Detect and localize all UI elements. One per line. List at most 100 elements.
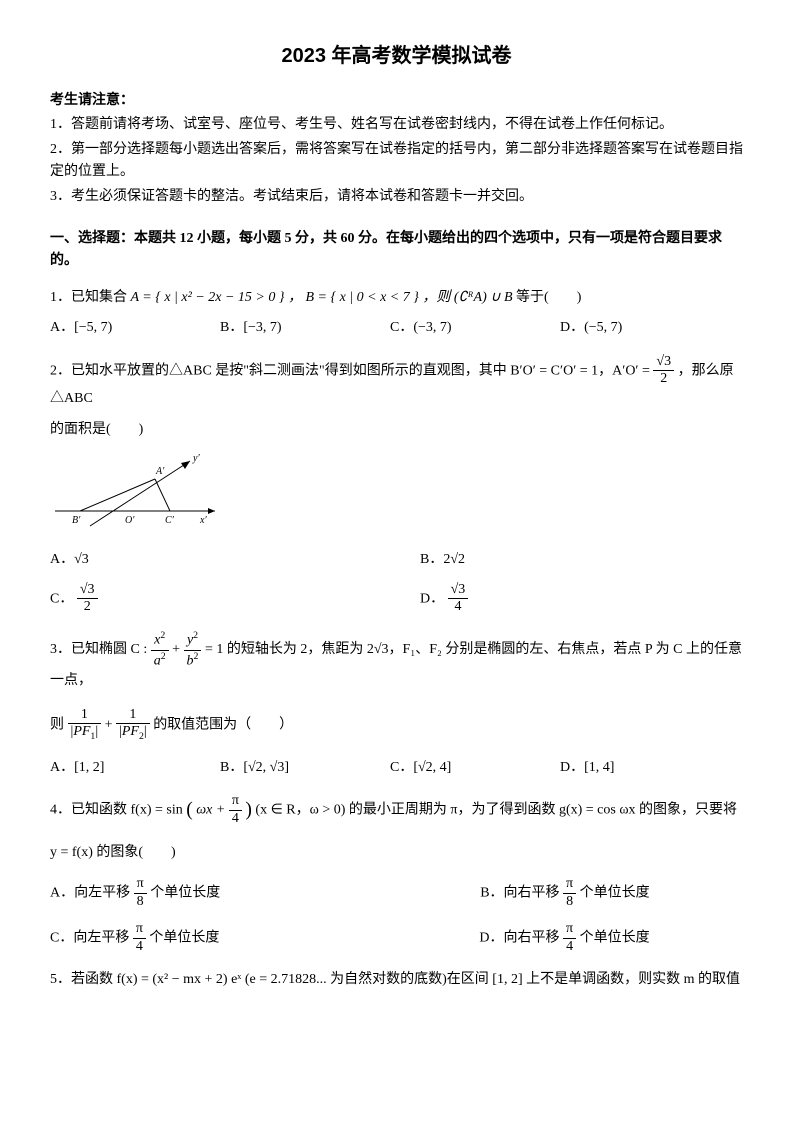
q3-pf2: 1 |PF2| (116, 707, 150, 743)
q4-optC-num: π (133, 921, 146, 939)
q2-optB: B．2√2 (420, 549, 530, 571)
q1-suffix: 等于( ) (516, 290, 581, 305)
q3-frac2-num: y2 (184, 630, 202, 650)
label-C: C′ (165, 515, 175, 526)
q2-optC: C． √3 2 (50, 582, 160, 617)
q3-pf1-den: |PF1| (68, 724, 102, 743)
q2-frac: √3 2 (653, 354, 674, 389)
q3-plus2: + (105, 717, 116, 732)
q2-optD-num: √3 (448, 582, 469, 600)
q3-frac2: y2 b2 (184, 630, 202, 670)
q3-frac1: x2 a2 (151, 630, 169, 670)
q2-optC-prefix: C． (50, 591, 73, 606)
q4-optA-prefix: A．向左平移 (50, 886, 134, 901)
question-4: 4．已知函数 f(x) = sin ( ωx + π 4 ) (x ∈ R，ω … (50, 793, 743, 955)
question-2: 2．已知水平放置的△ABC 是按"斜二测画法"得到如图所示的直观图，其中 B′O… (50, 354, 743, 617)
q3-optC: C．[√2, 4] (390, 757, 500, 779)
q4-opts-row2: C．向左平移 π4 个单位长度 D．向右平移 π4 个单位长度 (50, 921, 743, 956)
q4-arg: ωx + (196, 803, 229, 818)
q4-optC-den: 4 (133, 939, 146, 956)
q4-rparen: ) (245, 800, 252, 821)
q3-plus: + (172, 642, 183, 657)
q2-figure: A′ y′ B′ O′ C′ x′ (50, 451, 743, 539)
notice-item-1: 1．答题前请将考场、试室号、座位号、考生号、姓名写在试卷密封线内，不得在试卷上作… (50, 114, 743, 136)
q4-prefix: 4．已知函数 f(x) = sin (50, 803, 183, 818)
q1-options: A．[−5, 7) B．[−3, 7) C．(−3, 7) D．(−5, 7) (50, 317, 743, 339)
q3-pf2-den: |PF2| (116, 724, 150, 743)
q4-optB-prefix: B．向右平移 (480, 886, 563, 901)
q4-text: 4．已知函数 f(x) = sin ( ωx + π 4 ) (x ∈ R，ω … (50, 793, 743, 828)
q3-pf1-num: 1 (68, 707, 102, 725)
q4-optD-suffix: 个单位长度 (580, 930, 650, 945)
q2-frac-num: √3 (653, 354, 674, 372)
q2-optC-den: 2 (77, 599, 98, 616)
q3-options: A．[1, 2] B．[√2, √3] C．[√2, 4] D．[1, 4] (50, 757, 743, 779)
q4-mid: (x ∈ R，ω > 0) 的最小正周期为 π，为了得到函数 g(x) = co… (255, 803, 737, 818)
q3-text: 3．已知椭圆 C : x2 a2 + y2 b2 = 1 的短轴长为 2，焦距为… (50, 630, 743, 692)
q4-optB-suffix: 个单位长度 (580, 886, 650, 901)
q5-text: 5．若函数 f(x) = (x² − mx + 2) eˣ (e = 2.718… (50, 969, 743, 991)
q4-optA-num: π (134, 876, 147, 894)
q2-optD-den: 4 (448, 599, 469, 616)
question-1: 1．已知集合 A = { x | x² − 2x − 15 > 0 } ， B … (50, 287, 743, 340)
q3-line2: 则 1 |PF1| + 1 |PF2| 的取值范围为（ ） (50, 707, 743, 743)
q4-optB: B．向右平移 π8 个单位长度 (480, 876, 649, 911)
label-y: y′ (192, 453, 200, 464)
q1-setA: A = { x | x² − 2x − 15 > 0 } ， (131, 290, 302, 305)
label-A: A′ (155, 466, 165, 477)
q3-line2-suffix: 的取值范围为（ ） (153, 717, 293, 732)
q4-optD-den: 4 (563, 939, 576, 956)
q3-frac1-den: a2 (151, 651, 169, 670)
q4-optC-suffix: 个单位长度 (149, 930, 219, 945)
q2-line2: 的面积是( ) (50, 419, 743, 441)
q3-pf1: 1 |PF1| (68, 707, 102, 743)
q2-optD: D． √3 4 (420, 582, 530, 617)
q3-frac2-den: b2 (184, 651, 202, 670)
q1-optD: D．(−5, 7) (560, 317, 670, 339)
q4-lparen: ( (186, 800, 193, 821)
q2-opts-row2: C． √3 2 D． √3 4 (50, 582, 743, 617)
q4-arg-num: π (229, 793, 242, 811)
question-5: 5．若函数 f(x) = (x² − mx + 2) eˣ (e = 2.718… (50, 969, 743, 991)
q4-line2: y = f(x) 的图象( ) (50, 842, 743, 864)
q4-optA-suffix: 个单位长度 (150, 886, 220, 901)
label-O: O′ (125, 515, 135, 526)
q4-optB-num: π (563, 876, 576, 894)
q4-arg-den: 4 (229, 811, 242, 828)
q3-optB: B．[√2, √3] (220, 757, 330, 779)
q1-text: 1．已知集合 A = { x | x² − 2x − 15 > 0 } ， B … (50, 287, 743, 309)
q4-optD-prefix: D．向右平移 (479, 930, 563, 945)
q1-expr: (∁ᴿA) ∪ B (454, 290, 513, 305)
notice-block: 考生请注意： 1．答题前请将考场、试室号、座位号、考生号、姓名写在试卷密封线内，… (50, 90, 743, 208)
q2-optA: A．√3 (50, 549, 160, 571)
label-B: B′ (72, 515, 81, 526)
q2-text: 2．已知水平放置的△ABC 是按"斜二测画法"得到如图所示的直观图，其中 B′O… (50, 354, 743, 411)
q1-setB: B = { x | 0 < x < 7 } ，则 (305, 290, 453, 305)
q4-arg-frac: π 4 (229, 793, 242, 828)
q2-optC-num: √3 (77, 582, 98, 600)
oblique-figure-svg: A′ y′ B′ O′ C′ x′ (50, 451, 220, 531)
q4-optD-num: π (563, 921, 576, 939)
notice-item-3: 3．考生必须保证答题卡的整洁。考试结束后，请将本试卷和答题卡一并交回。 (50, 186, 743, 208)
q4-optA: A．向左平移 π8 个单位长度 (50, 876, 220, 911)
q1-optB: B．[−3, 7) (220, 317, 330, 339)
q4-opts-row1: A．向左平移 π8 个单位长度 B．向右平移 π8 个单位长度 (50, 876, 743, 911)
q4-optD: D．向右平移 π4 个单位长度 (479, 921, 649, 956)
q4-optA-den: 8 (134, 894, 147, 911)
q2-optD-prefix: D． (420, 591, 444, 606)
q4-optB-den: 8 (563, 894, 576, 911)
q1-optA: A．[−5, 7) (50, 317, 160, 339)
exam-title: 2023 年高考数学模拟试卷 (50, 40, 743, 72)
q2-before: 2．已知水平放置的△ABC 是按"斜二测画法"得到如图所示的直观图，其中 B′O… (50, 363, 653, 378)
q1-prefix: 1．已知集合 (50, 290, 131, 305)
q3-optD: D．[1, 4] (560, 757, 670, 779)
section-1-heading: 一、选择题：本题共 12 小题，每小题 5 分，共 60 分。在每小题给出的四个… (50, 228, 743, 273)
q1-optC: C．(−3, 7) (390, 317, 500, 339)
q3-optA: A．[1, 2] (50, 757, 160, 779)
notice-heading: 考生请注意： (50, 90, 743, 112)
q2-opts-row1: A．√3 B．2√2 (50, 549, 743, 571)
question-3: 3．已知椭圆 C : x2 a2 + y2 b2 = 1 的短轴长为 2，焦距为… (50, 630, 743, 779)
q3-frac1-num: x2 (151, 630, 169, 650)
q3-prefix: 3．已知椭圆 C : (50, 642, 151, 657)
label-x: x′ (199, 515, 207, 526)
